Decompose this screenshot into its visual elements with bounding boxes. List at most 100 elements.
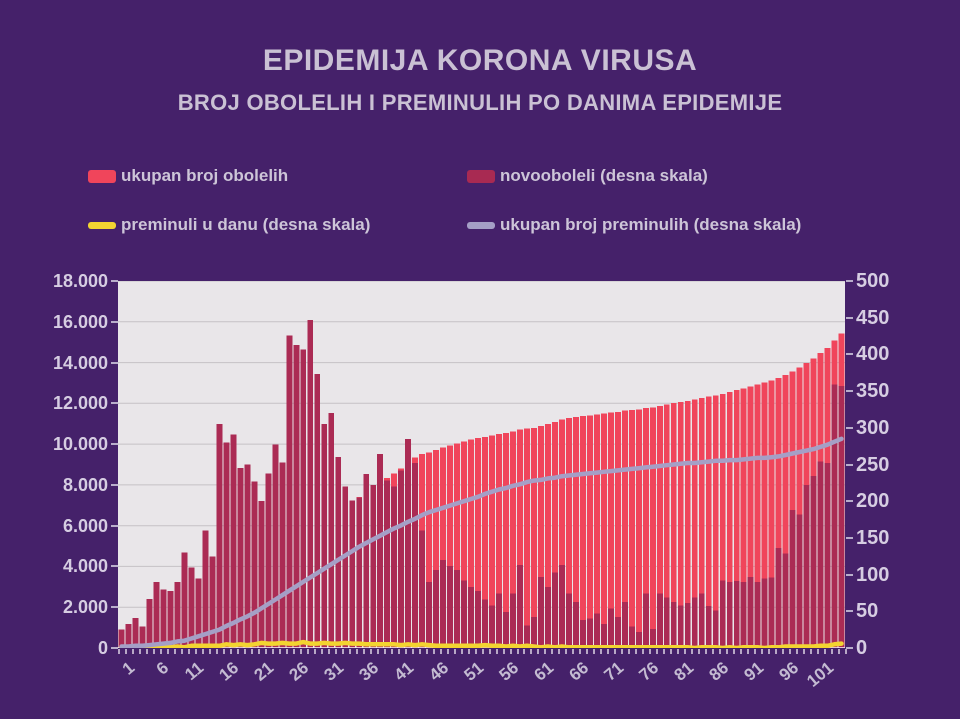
bar-new-cases bbox=[384, 480, 391, 648]
bar-new-cases bbox=[454, 570, 461, 648]
bar-total-cases bbox=[614, 411, 621, 648]
x-tick-label: 41 bbox=[390, 658, 418, 685]
bar-new-cases bbox=[118, 629, 125, 648]
bar-total-cases bbox=[510, 431, 516, 648]
bar-new-cases bbox=[377, 454, 384, 648]
x-tick-label: 11 bbox=[181, 658, 208, 685]
page-title: EPIDEMIJA KORONA VIRUSA bbox=[262, 44, 698, 77]
y-right-tick-label: 300 bbox=[856, 416, 890, 439]
x-tick-label: 31 bbox=[320, 658, 348, 685]
bar-total-cases bbox=[454, 443, 461, 648]
bar-total-cases bbox=[740, 388, 747, 648]
bar-total-cases bbox=[496, 434, 502, 648]
bar-total-cases bbox=[461, 441, 468, 648]
bar-total-cases bbox=[565, 418, 572, 648]
y-right-tick-label: 350 bbox=[856, 380, 890, 403]
x-tick-mark bbox=[334, 649, 337, 654]
x-tick-mark bbox=[355, 649, 358, 654]
y-right-tick-label: 400 bbox=[856, 343, 890, 366]
bar-total-cases bbox=[663, 404, 670, 648]
x-tick-label: 51 bbox=[460, 658, 488, 685]
y-right-tick-label: 150 bbox=[856, 526, 890, 549]
bar-new-cases bbox=[153, 581, 160, 648]
x-tick-mark bbox=[215, 649, 218, 654]
x-tick-mark bbox=[292, 649, 295, 654]
legend-swatch-total-cases bbox=[88, 169, 116, 183]
bar-new-cases bbox=[244, 464, 251, 648]
x-tick-label: 96 bbox=[775, 658, 802, 685]
bar-total-cases bbox=[677, 402, 684, 648]
bar-new-cases bbox=[503, 612, 509, 648]
bar-new-cases bbox=[160, 589, 167, 648]
x-tick-mark bbox=[733, 649, 736, 654]
bar-new-cases bbox=[174, 581, 181, 648]
bar-new-cases bbox=[775, 548, 782, 648]
x-tick-label: 46 bbox=[425, 658, 453, 685]
y-right-tick-mark bbox=[846, 426, 853, 429]
bar-new-cases bbox=[405, 438, 412, 648]
bar-new-cases bbox=[216, 424, 223, 648]
bar-new-cases bbox=[440, 559, 447, 648]
x-tick-mark bbox=[684, 649, 687, 654]
x-tick-mark bbox=[712, 649, 715, 654]
x-tick-mark bbox=[118, 649, 120, 654]
bar-total-cases bbox=[440, 447, 447, 648]
bar-new-cases bbox=[531, 617, 537, 648]
bar-new-cases bbox=[251, 481, 258, 648]
bar-total-cases bbox=[426, 452, 433, 648]
bar-new-cases bbox=[628, 626, 635, 648]
bar-new-cases bbox=[496, 593, 502, 648]
x-tick-mark bbox=[362, 649, 365, 654]
y-right-tick-label: 200 bbox=[856, 490, 890, 513]
y-left-tick-mark bbox=[111, 483, 118, 486]
y-right-tick-label: 500 bbox=[856, 270, 890, 292]
bar-new-cases bbox=[307, 319, 314, 648]
x-tick-mark bbox=[187, 649, 190, 654]
y-left-tick-label: 18.000 bbox=[52, 271, 108, 291]
bar-total-cases bbox=[552, 422, 558, 648]
x-tick-mark bbox=[194, 649, 197, 654]
x-tick-mark bbox=[600, 649, 603, 654]
line-daily-deaths bbox=[119, 639, 844, 651]
bar-new-cases bbox=[817, 461, 824, 648]
x-tick-mark bbox=[313, 649, 316, 654]
x-tick-mark bbox=[544, 649, 547, 654]
bar-new-cases bbox=[419, 530, 426, 648]
bar-total-cases bbox=[684, 400, 691, 648]
x-tick-mark bbox=[166, 649, 169, 654]
bar-total-cases bbox=[782, 375, 789, 648]
bar-new-cases bbox=[461, 580, 468, 648]
x-tick-label: 81 bbox=[670, 658, 697, 685]
bar-total-cases bbox=[670, 403, 677, 648]
bar-new-cases bbox=[258, 501, 265, 648]
x-tick-mark bbox=[390, 649, 393, 654]
bar-new-cases bbox=[195, 578, 202, 648]
x-tick-mark bbox=[264, 649, 267, 654]
legend-swatch-total-deaths bbox=[467, 221, 495, 229]
x-tick-mark bbox=[698, 649, 701, 654]
y-left-tick-mark bbox=[111, 524, 118, 527]
y-right-tick-label: 0 bbox=[856, 637, 868, 659]
bar-total-cases bbox=[593, 414, 600, 648]
x-tick-mark bbox=[327, 649, 330, 654]
bar-new-cases bbox=[398, 470, 405, 648]
x-tick-label: 21 bbox=[250, 658, 278, 685]
x-tick-mark bbox=[125, 649, 127, 654]
bar-total-cases bbox=[705, 396, 712, 648]
x-tick-mark bbox=[243, 649, 246, 654]
x-tick-label: 91 bbox=[740, 658, 767, 685]
legend-label-total-deaths: ukupan broj preminulih (desna skala) bbox=[500, 215, 802, 234]
bar-total-cases bbox=[586, 415, 593, 648]
bar-new-cases bbox=[552, 572, 558, 648]
bar-total-cases bbox=[642, 407, 649, 648]
bar-new-cases bbox=[565, 593, 572, 648]
x-tick-mark bbox=[628, 649, 631, 654]
x-tick-mark bbox=[775, 649, 778, 654]
y-left-tick-label: 4.000 bbox=[62, 556, 108, 577]
x-tick-label: 26 bbox=[285, 658, 313, 685]
y-right-tick-mark bbox=[846, 573, 853, 576]
x-tick-label: 66 bbox=[565, 658, 593, 685]
x-tick-mark bbox=[691, 649, 694, 654]
x-tick-mark bbox=[453, 649, 456, 654]
